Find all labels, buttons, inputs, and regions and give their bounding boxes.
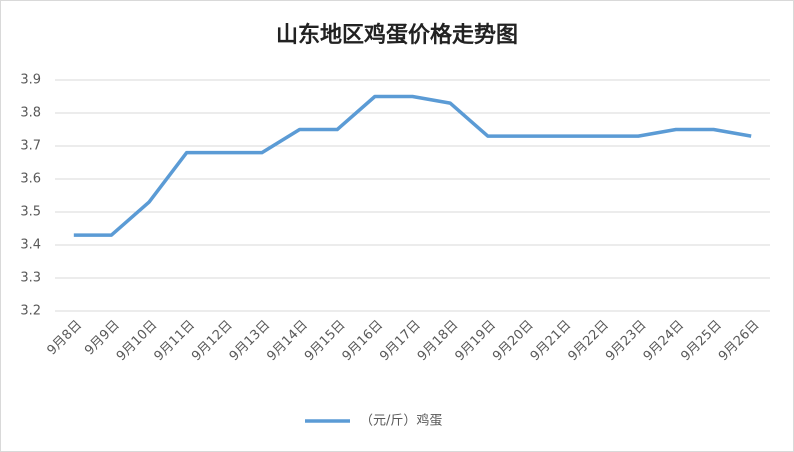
y-tick-label: 3.9 (20, 73, 41, 88)
y-tick-label: 3.2 (20, 304, 41, 319)
legend-label: （元/斤）鸡蛋 (360, 413, 442, 429)
series-line (73, 94, 752, 237)
y-tick-label: 3.7 (20, 139, 41, 154)
y-tick-label: 3.6 (20, 172, 41, 187)
y-tick-label: 3.4 (20, 238, 41, 253)
y-tick-label: 3.5 (20, 205, 41, 220)
chart-title: 山东地区鸡蛋价格走势图 (276, 22, 518, 48)
y-tick-label: 3.8 (20, 106, 41, 121)
y-tick-label: 3.3 (20, 271, 41, 286)
